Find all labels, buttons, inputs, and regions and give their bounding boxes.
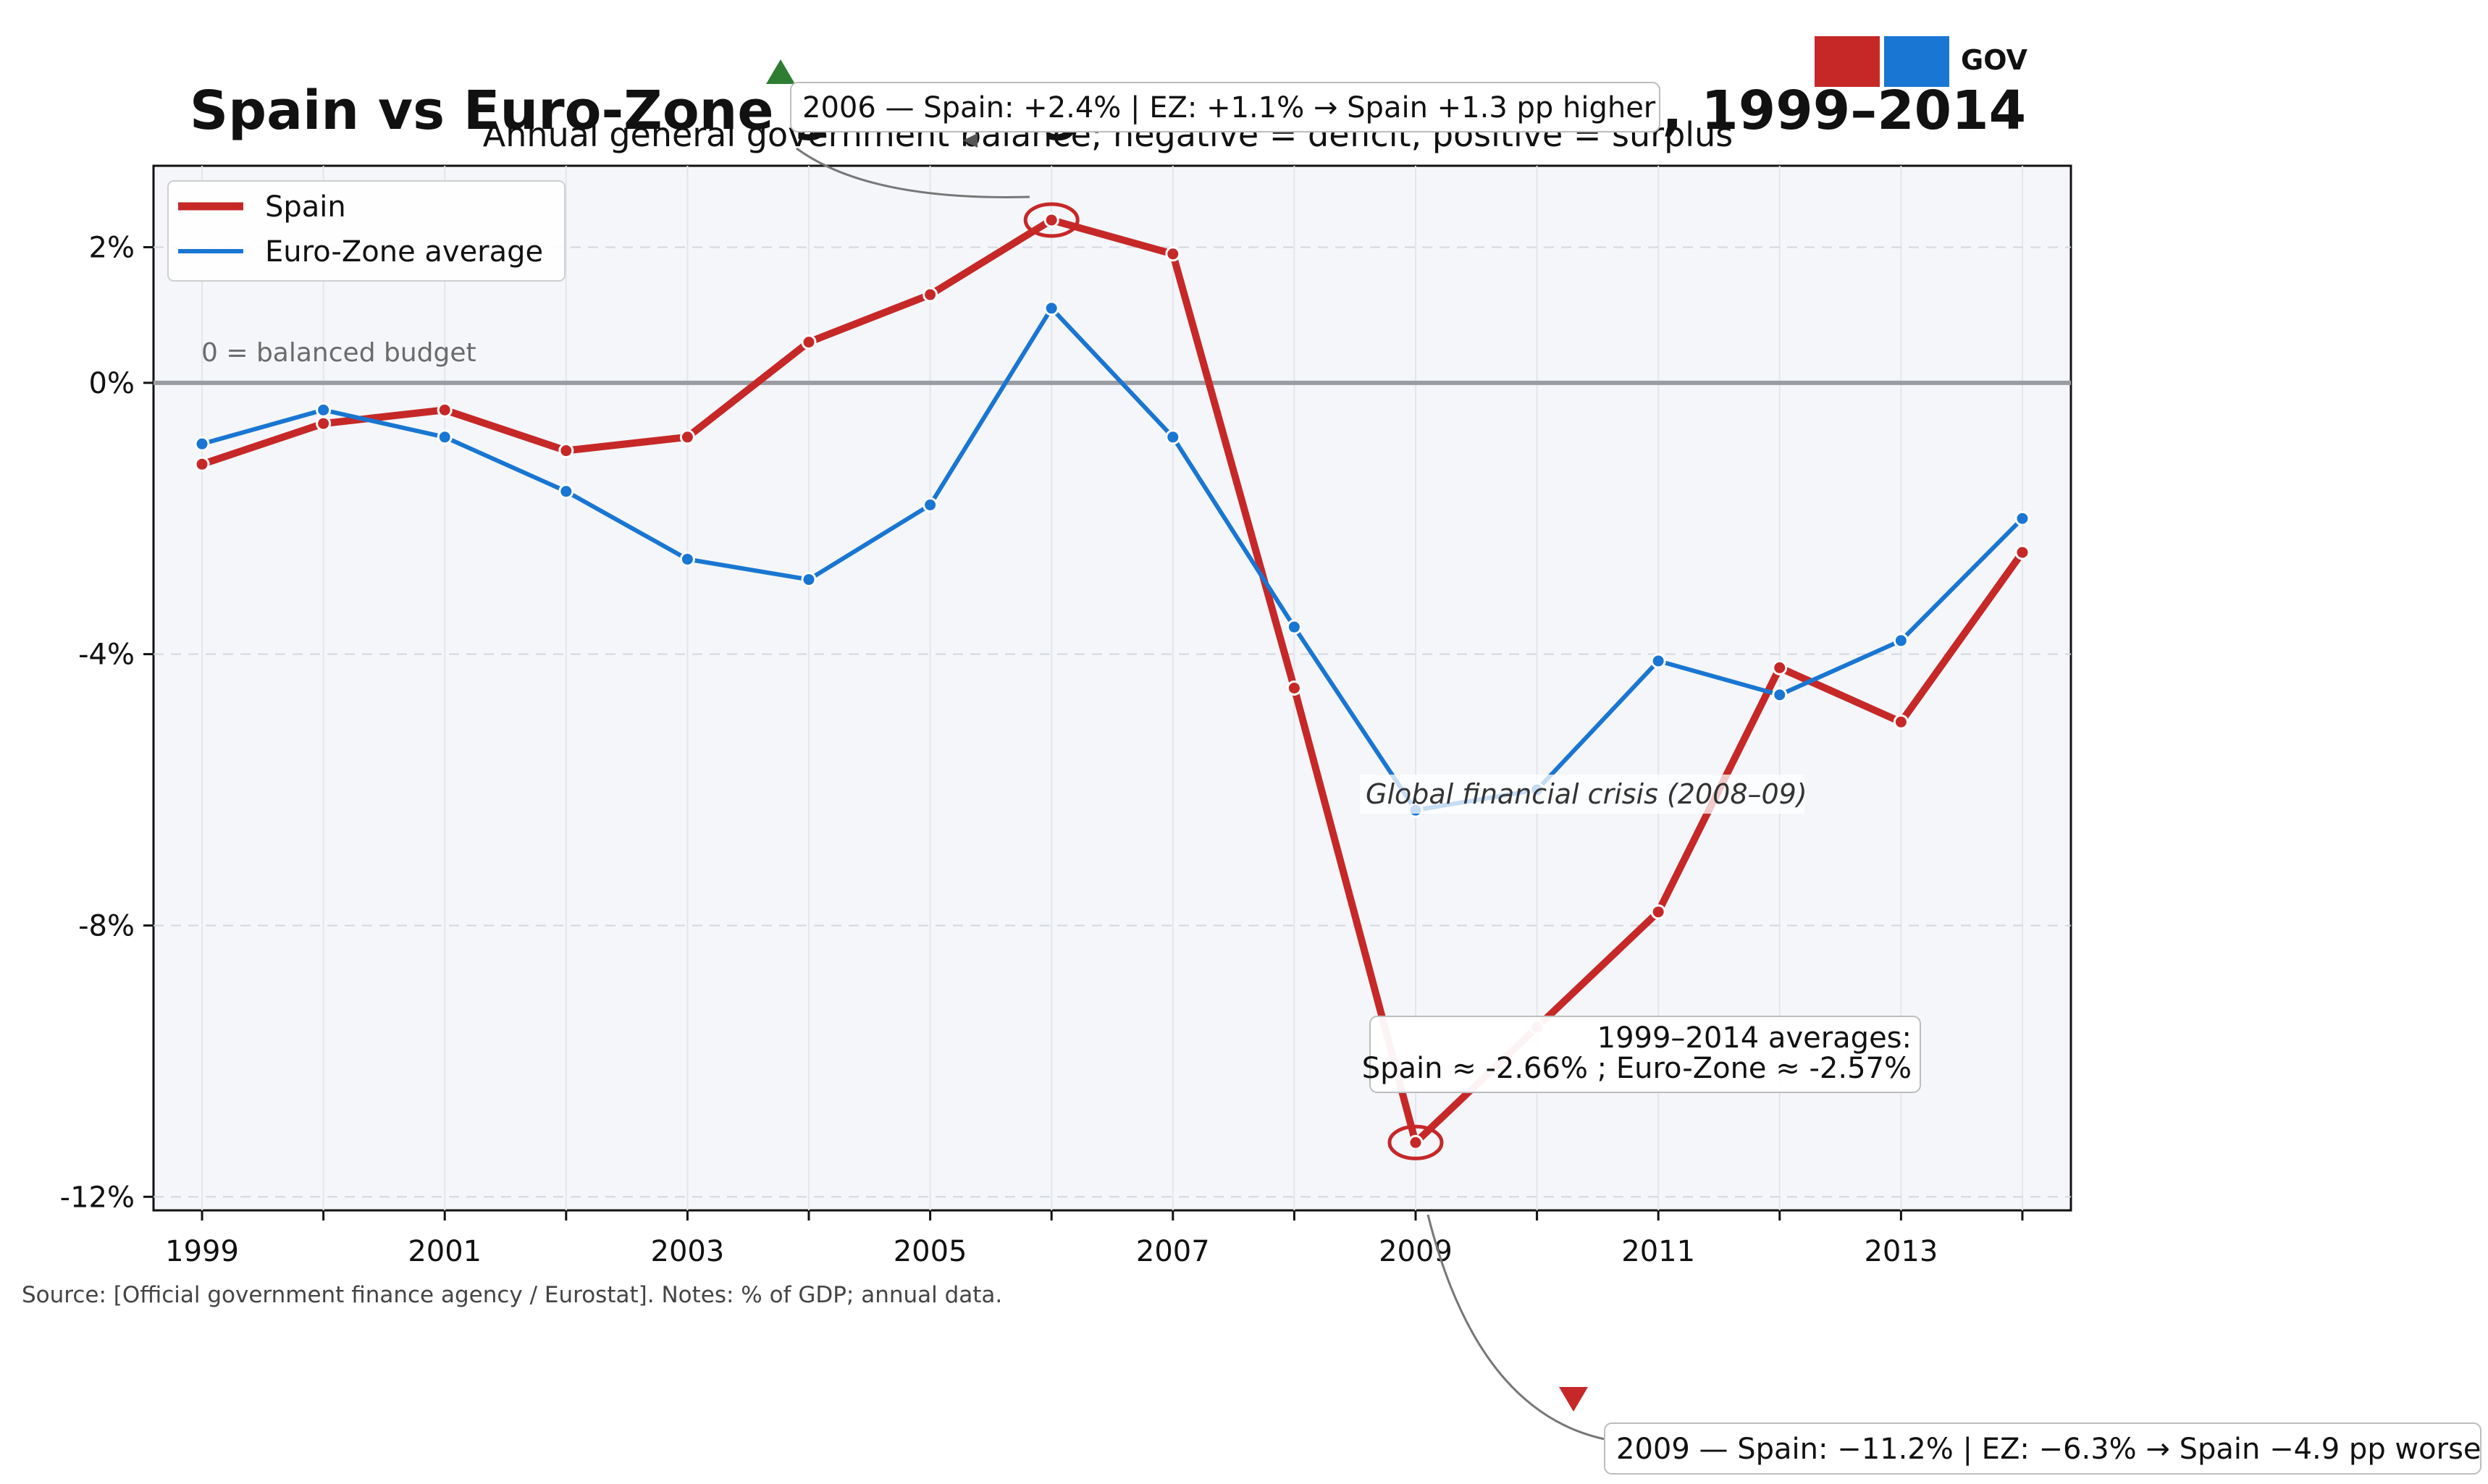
crisis-label-bg <box>1360 775 1804 814</box>
data-point-spain <box>923 287 938 303</box>
averages-line-1: 1999–2014 averages: <box>1597 1021 1912 1055</box>
peak-annotation-text: 2006 — Spain: +2.4% | EZ: +1.1% → Spain … <box>802 91 1656 125</box>
data-point-eurozone <box>923 497 938 513</box>
x-tick-label: 1999 <box>165 1235 239 1268</box>
series-group <box>194 202 2030 1160</box>
data-point-spain <box>1893 714 1909 730</box>
source-note: Source: [Official government finance age… <box>22 1282 1002 1308</box>
data-point-eurozone <box>437 429 453 445</box>
data-point-spain <box>679 429 695 445</box>
peak-annotation: 2006 — Spain: +2.4% | EZ: +1.1% → Spain … <box>766 59 1660 198</box>
data-point-eurozone <box>1165 429 1181 445</box>
gov-badge-blue-block <box>1884 36 1949 87</box>
trough-annotation-text: 2009 — Spain: −11.2% | EZ: −6.3% → Spain… <box>1616 1433 2481 1466</box>
legend-label-spain: Spain <box>265 190 346 224</box>
data-point-eurozone <box>801 572 817 588</box>
gov-badge-text: GOV <box>1961 44 2027 76</box>
data-point-eurozone <box>1043 300 1059 316</box>
trough-connector <box>1426 1214 1605 1441</box>
data-point-spain <box>801 334 817 350</box>
peak-arrowhead-icon <box>963 133 978 148</box>
data-point-eurozone <box>1893 633 1909 649</box>
gov-badge: GOV <box>1815 36 2027 87</box>
data-point-spain <box>316 416 332 431</box>
y-tick-label: 0% <box>89 367 135 400</box>
zero-line-label: 0 = balanced budget <box>201 338 476 368</box>
y-tick-label: -8% <box>78 909 135 943</box>
trough-annotation-box <box>1604 1422 2481 1475</box>
legend-label-eurozone: Euro-Zone average <box>265 235 543 269</box>
data-point-eurozone <box>679 551 695 567</box>
x-tick-label: 2003 <box>651 1235 725 1268</box>
averages-box <box>1369 1016 1921 1093</box>
data-point-spain <box>2014 544 2030 560</box>
data-point-eurozone <box>558 484 574 499</box>
trough-highlight-ring <box>1387 1124 1444 1160</box>
data-point-spain <box>1650 904 1666 920</box>
x-tick-label: 2009 <box>1379 1235 1453 1268</box>
peak-annotation-box <box>790 82 1660 132</box>
axis-group: 1999 2001 2003 2005 2007 2009 2011 2013 2% 0% -4% -… <box>60 231 2024 1268</box>
data-point-spain <box>1165 246 1181 262</box>
x-tick-label: 2007 <box>1136 1235 1210 1268</box>
data-point-eurozone <box>1650 653 1666 669</box>
x-tick-label: 2011 <box>1621 1235 1695 1268</box>
data-point-spain <box>437 402 453 418</box>
gov-badge-red-block <box>1815 36 1880 87</box>
data-point-spain <box>1286 680 1302 696</box>
data-point-spain <box>1408 1134 1424 1150</box>
y-tick-label: -12% <box>60 1181 135 1214</box>
y-tick-label: -4% <box>78 638 135 672</box>
data-point-eurozone <box>316 402 332 418</box>
y-tick-label: 2% <box>89 231 135 264</box>
x-tick-label: 2005 <box>894 1235 967 1268</box>
trough-annotation: 2009 — Spain: −11.2% | EZ: −6.3% → Spain… <box>1426 1214 2481 1475</box>
x-tick-label: 2013 <box>1864 1235 1938 1268</box>
data-point-spain <box>194 456 210 472</box>
data-point-spain <box>1772 659 1788 675</box>
x-tick-label: 2001 <box>408 1235 482 1268</box>
series-line-eurozone <box>200 305 2025 813</box>
peak-highlight-ring <box>1023 202 1080 238</box>
averages-line-2: Spain ≈ -2.66% ; Euro-Zone ≈ -2.57% <box>1362 1052 1912 1085</box>
data-point-eurozone <box>1772 687 1788 703</box>
crisis-label: Global financial crisis (2008–09) <box>1366 778 1807 810</box>
legend-box <box>167 180 566 282</box>
peak-connector <box>796 147 1030 198</box>
data-point-eurozone <box>1286 619 1302 635</box>
data-point-spain <box>1043 212 1059 228</box>
trough-down-arrow-icon <box>1559 1387 1588 1412</box>
data-point-eurozone <box>2014 510 2030 526</box>
data-point-eurozone <box>194 436 210 452</box>
data-point-spain <box>558 443 574 459</box>
peak-up-arrow-icon <box>766 59 795 84</box>
legend: Spain Euro-Zone average <box>167 180 566 282</box>
zero-line-group: 0 = balanced budget <box>154 338 2071 385</box>
